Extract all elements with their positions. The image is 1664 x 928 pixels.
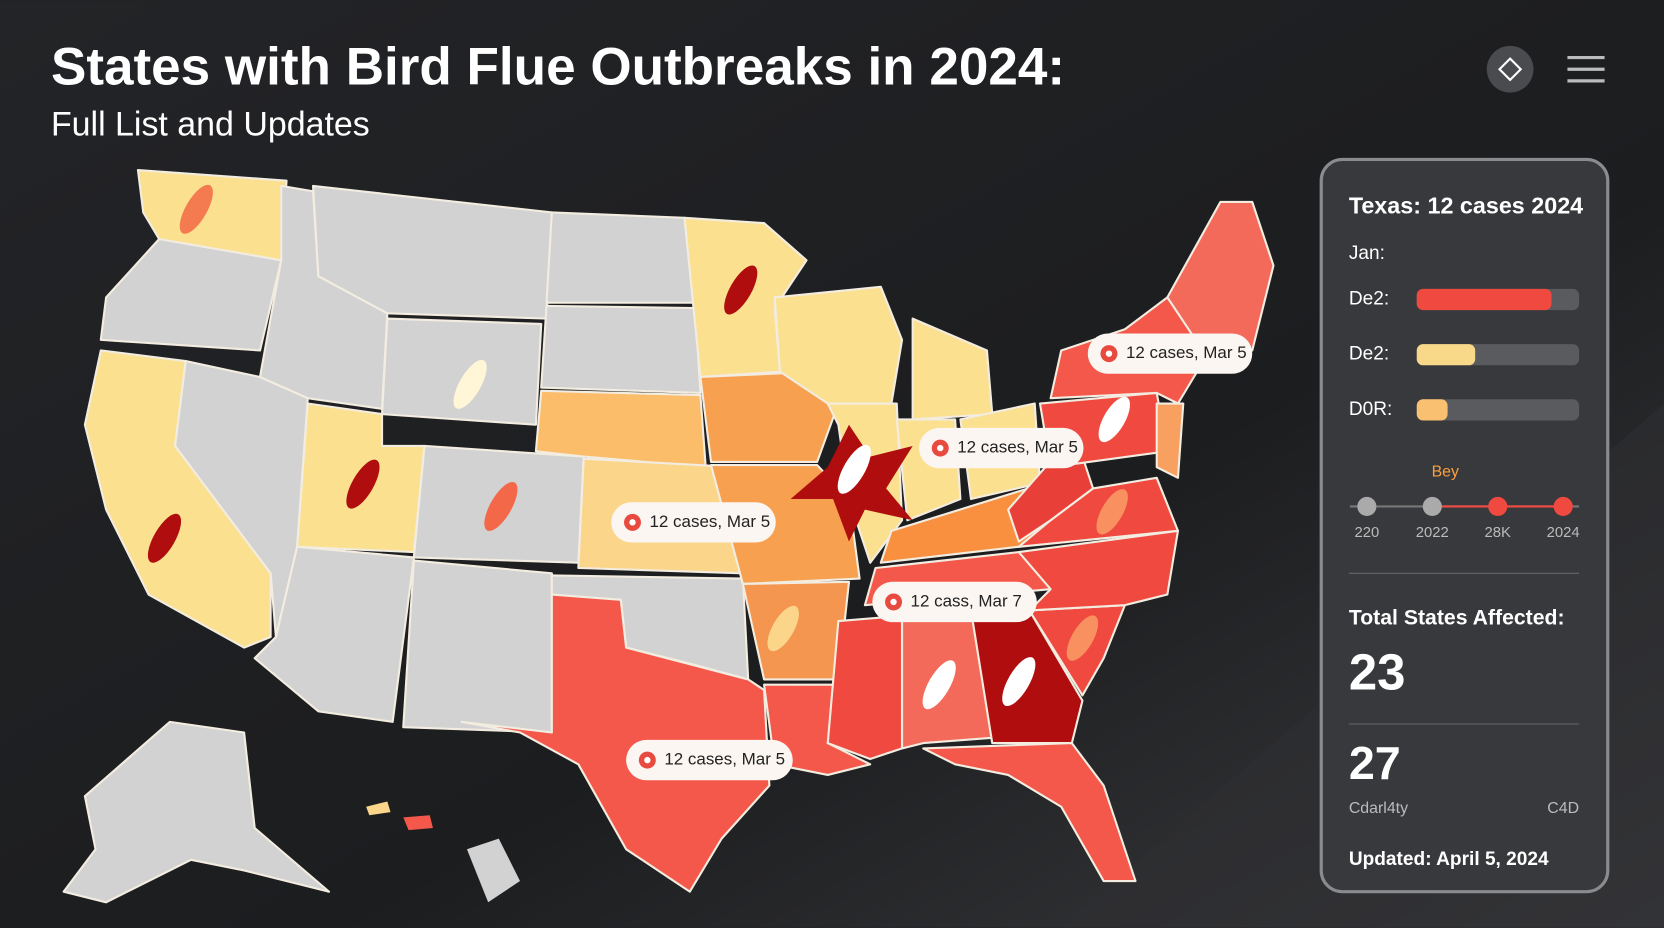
panel-period: Jan: <box>1349 243 1385 264</box>
case-label[interactable]: 12 cases, Mar 5 <box>919 427 1084 469</box>
second-left: Cdarl4ty <box>1349 800 1408 817</box>
pill-dot-center <box>629 519 636 526</box>
row-label: De2: <box>1349 344 1389 365</box>
pill-text: 12 cass, Mar 7 <box>911 591 1022 610</box>
pill-dot-center <box>890 598 897 606</box>
case-label[interactable]: 12 cases, Mar 5 <box>1087 333 1253 374</box>
pill-text: 12 cases, Mar 5 <box>649 512 770 531</box>
menu-button[interactable] <box>1567 55 1605 83</box>
panel-title: Texas: 12 cases 2024 <box>1349 192 1583 218</box>
feather-icons <box>147 184 1130 710</box>
pill-text: 12 cases, Mar 5 <box>957 438 1078 457</box>
bar <box>1416 288 1552 311</box>
us-map <box>62 168 1275 904</box>
pill-bg <box>611 502 776 543</box>
subtitle: Full List and Updates <box>51 105 370 143</box>
diamond-icon <box>1498 57 1523 82</box>
case-label[interactable]: 12 cases, Mar 5 <box>626 739 793 781</box>
timeline-label: 2024 <box>1547 525 1580 541</box>
info-panel <box>1319 157 1610 894</box>
bar <box>1416 399 1448 421</box>
timeline-label: 28K <box>1485 525 1512 541</box>
timeline-dot[interactable] <box>1422 496 1442 516</box>
timeline-dot[interactable] <box>1357 496 1377 516</box>
timeline-caption: Bey <box>1432 464 1459 481</box>
pill-dot-center <box>1105 350 1113 357</box>
share-button[interactable] <box>1486 45 1534 93</box>
updated: Updated: April 5, 2024 <box>1349 849 1549 870</box>
timeline-label: 220 <box>1354 525 1379 541</box>
pill-bg <box>872 581 1037 623</box>
case-label[interactable]: 12 cass, Mar 7 <box>872 581 1037 623</box>
bar <box>1416 344 1476 366</box>
pill-bg <box>919 427 1084 469</box>
timeline-dot[interactable] <box>1488 496 1508 516</box>
bar-track <box>1416 399 1580 421</box>
title: States with Bird Flue Outbreaks in 2024: <box>51 37 1065 96</box>
pill-text: 12 cases, Mar 5 <box>664 750 785 769</box>
pill-text: 12 cases, Mar 5 <box>1126 343 1247 362</box>
timeline-dot[interactable] <box>1553 496 1573 516</box>
row-label: De2: <box>1349 289 1389 310</box>
pill-bg <box>1087 333 1253 374</box>
total-label: Total States Affected: <box>1349 607 1565 630</box>
timeline-label: 2022 <box>1416 525 1449 541</box>
pill-dot-center <box>644 756 651 764</box>
second-value: 27 <box>1349 737 1401 789</box>
pill-bg <box>626 739 793 781</box>
case-label[interactable]: 12 cases, Mar 5 <box>611 502 776 543</box>
pill-dot-center <box>937 444 944 452</box>
total-value: 23 <box>1349 644 1406 701</box>
row-label: D0R: <box>1349 399 1393 420</box>
second-right: C4D <box>1547 800 1579 817</box>
